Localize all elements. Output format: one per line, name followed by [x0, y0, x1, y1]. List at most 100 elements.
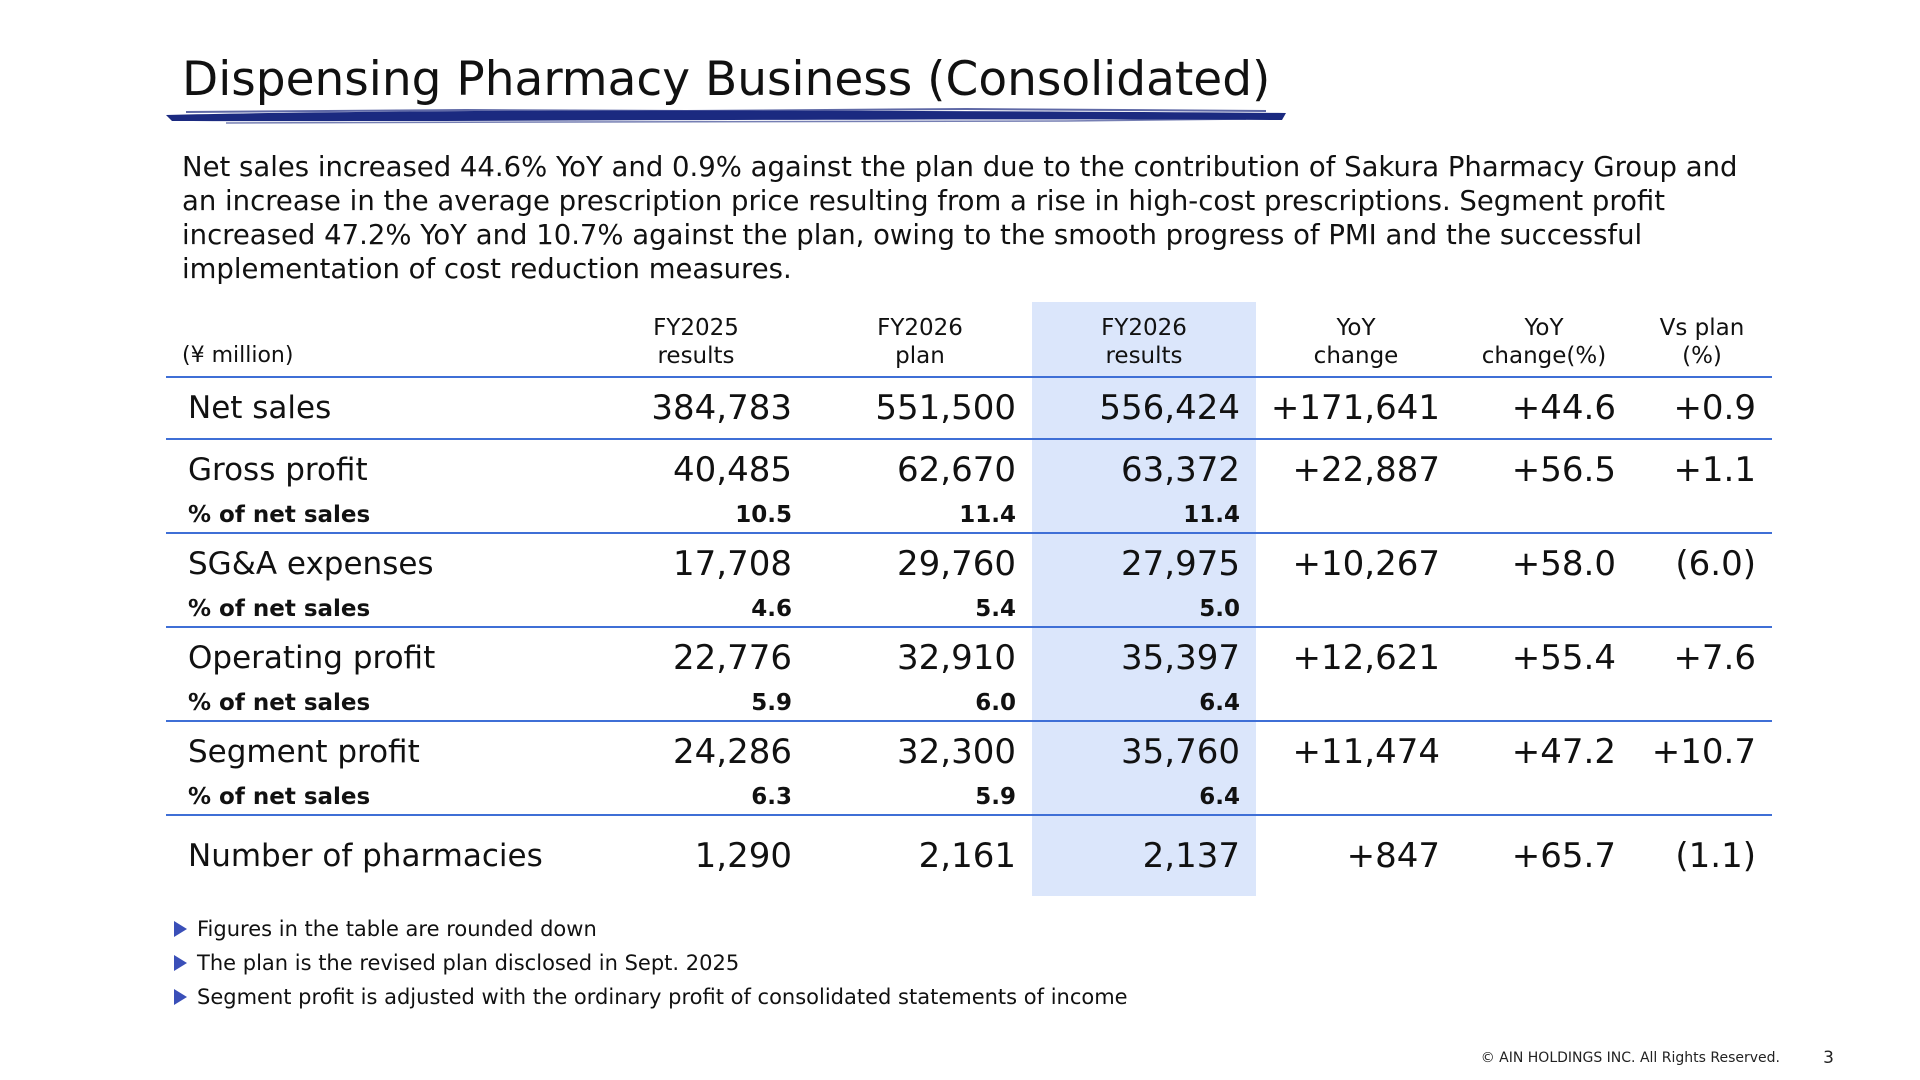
table-cell: 5.9 [975, 784, 1016, 810]
table-subrow: % of net sales 5.9 6.0 6.4 [166, 688, 1772, 721]
row-label: % of net sales [188, 596, 371, 622]
table-cell: +44.6 [1456, 376, 1632, 439]
table-cell: +65.7 [1456, 814, 1632, 896]
table-cell [1456, 688, 1632, 721]
table-cell [1456, 594, 1632, 627]
table-row: Segment profit 24,286 32,300 35,760 +11,474 +… [166, 720, 1772, 782]
footnote: The plan is the revised plan disclosed i… [174, 946, 1128, 980]
table-cell: 35,397 [1032, 626, 1256, 688]
row-label: % of net sales [188, 784, 371, 810]
table-cell [1456, 782, 1632, 815]
table-cell: +11,474 [1256, 720, 1456, 782]
table-cell: +55.4 [1456, 626, 1632, 688]
triangle-bullet-icon [174, 989, 187, 1005]
table-cell: 63,372 [1032, 438, 1256, 500]
table-cell: (6.0) [1632, 532, 1772, 594]
table-cell [1256, 594, 1456, 627]
table-cell [1256, 782, 1456, 815]
footnotes: Figures in the table are rounded down Th… [174, 912, 1128, 1014]
table-cell: 62,670 [808, 438, 1032, 500]
row-label: Net sales [166, 376, 584, 439]
table-cell [1256, 688, 1456, 721]
table-row: Operating profit 22,776 32,910 35,397 +12,62… [166, 626, 1772, 688]
table-cell: 551,500 [808, 376, 1032, 439]
table-cell: 32,300 [808, 720, 1032, 782]
table-cell [1632, 500, 1772, 533]
column-header: FY2026 plan [877, 315, 963, 369]
table-cell [1456, 500, 1632, 533]
title-underline-brush [166, 107, 1286, 124]
triangle-bullet-icon [174, 955, 187, 971]
table-cell: +171,641 [1256, 376, 1456, 439]
footnote: Figures in the table are rounded down [174, 912, 1128, 946]
table-cell: 10.5 [735, 502, 792, 528]
page-number: 3 [1823, 1048, 1834, 1068]
table-cell: 11.4 [1032, 500, 1256, 533]
table-cell: 6.0 [975, 690, 1016, 716]
row-label: Number of pharmacies [166, 814, 584, 896]
table-cell: +58.0 [1456, 532, 1632, 594]
table-cell: +0.9 [1632, 376, 1772, 439]
table-cell: 5.0 [1032, 594, 1256, 627]
table-subrow: % of net sales 4.6 5.4 5.0 [166, 594, 1772, 627]
table-cell: 32,910 [808, 626, 1032, 688]
table-cell: +10,267 [1256, 532, 1456, 594]
table-cell: 5.4 [975, 596, 1016, 622]
column-header: Vs plan (%) [1659, 315, 1745, 369]
table-cell [1632, 594, 1772, 627]
unit-label: (¥ million) [182, 343, 294, 368]
table-cell: 35,760 [1032, 720, 1256, 782]
table-cell: +47.2 [1456, 720, 1632, 782]
table-cell: 2,137 [1032, 814, 1256, 896]
table-row: Gross profit 40,485 62,670 63,372 +22,887 +56… [166, 438, 1772, 500]
row-label: % of net sales [188, 502, 371, 528]
table-cell: 40,485 [584, 438, 808, 500]
table-cell: +10.7 [1632, 720, 1772, 782]
row-label: SG&A expenses [166, 532, 584, 594]
page-title: Dispensing Pharmacy Business (Consolidat… [182, 52, 1271, 107]
table-row: SG&A expenses 17,708 29,760 27,975 +10,267 +5… [166, 532, 1772, 594]
column-header: YoY change(%) [1481, 315, 1607, 369]
table-cell: 17,708 [584, 532, 808, 594]
table-cell: 11.4 [959, 502, 1016, 528]
table-cell: 6.3 [751, 784, 792, 810]
table-row: Number of pharmacies 1,290 2,161 2,137 +847 +… [166, 814, 1772, 896]
copyright-notice: © AIN HOLDINGS INC. All Rights Reserved. [1480, 1050, 1780, 1066]
results-table: (¥ million) FY2025 results FY2026 plan FY2… [166, 302, 1772, 896]
row-label: Segment profit [166, 720, 584, 782]
row-label: Gross profit [166, 438, 584, 500]
triangle-bullet-icon [174, 921, 187, 937]
table-cell: +22,887 [1256, 438, 1456, 500]
table-cell: 22,776 [584, 626, 808, 688]
row-label: % of net sales [188, 690, 371, 716]
table-cell [1632, 782, 1772, 815]
summary-paragraph: Net sales increased 44.6% YoY and 0.9% a… [182, 151, 1738, 285]
table-cell: 4.6 [751, 596, 792, 622]
table-cell: 2,161 [808, 814, 1032, 896]
table-cell: 6.4 [1032, 688, 1256, 721]
table-cell: +56.5 [1456, 438, 1632, 500]
footnote: Segment profit is adjusted with the ordi… [174, 980, 1128, 1014]
table-cell: 384,783 [584, 376, 808, 439]
table-cell: +1.1 [1632, 438, 1772, 500]
table-cell: 24,286 [584, 720, 808, 782]
table-subrow: % of net sales 10.5 11.4 11.4 [166, 500, 1772, 533]
table-cell: +847 [1256, 814, 1456, 896]
table-cell [1256, 500, 1456, 533]
table-cell: 27,975 [1032, 532, 1256, 594]
row-label: Operating profit [166, 626, 584, 688]
column-header-highlighted: FY2026 results [1032, 302, 1256, 377]
table-cell: 556,424 [1032, 376, 1256, 439]
table-subrow: % of net sales 6.3 5.9 6.4 [166, 782, 1772, 815]
table-row: Net sales 384,783 551,500 556,424 +171,641 +4… [166, 376, 1772, 439]
table-cell: (1.1) [1632, 814, 1772, 896]
table-cell [1632, 688, 1772, 721]
table-cell: +7.6 [1632, 626, 1772, 688]
table-cell: 1,290 [584, 814, 808, 896]
table-cell: 29,760 [808, 532, 1032, 594]
table-header-row: (¥ million) FY2025 results FY2026 plan FY2… [166, 302, 1772, 377]
table-cell: +12,621 [1256, 626, 1456, 688]
table-cell: 5.9 [751, 690, 792, 716]
column-header: YoY change [1313, 315, 1399, 369]
table-cell: 6.4 [1032, 782, 1256, 815]
